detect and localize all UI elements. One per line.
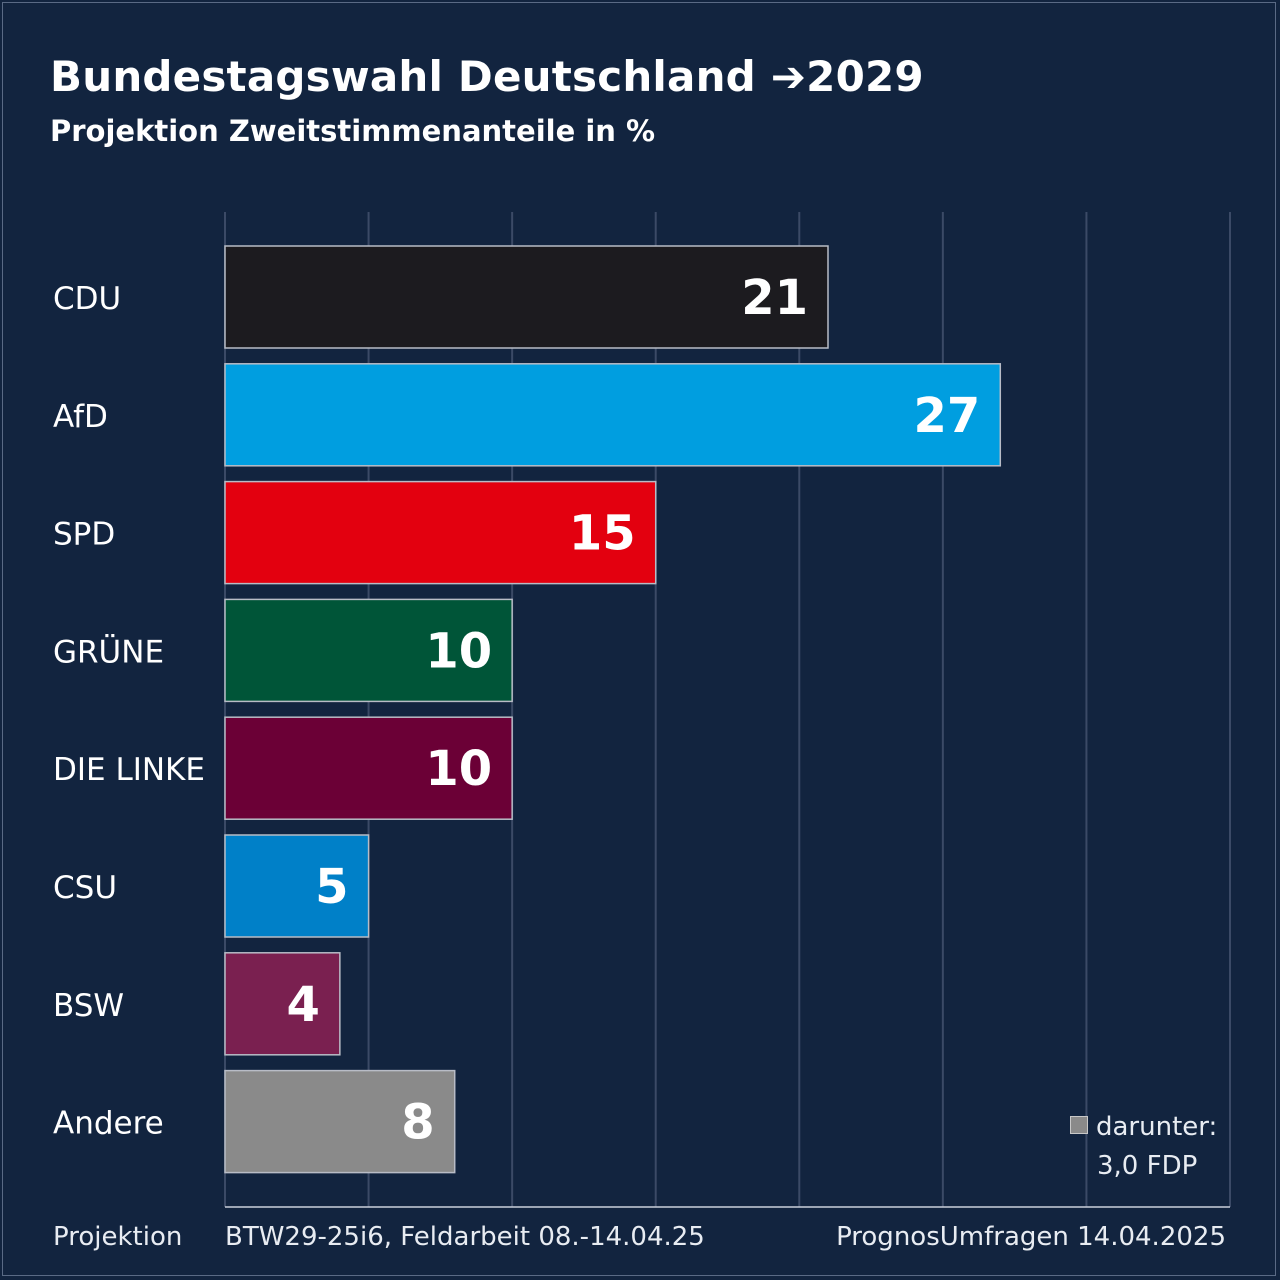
bar-value-label: 15 (569, 506, 636, 562)
category-label: BSW (53, 988, 124, 1024)
bar (224, 598, 513, 703)
category-label: CSU (53, 870, 117, 906)
bar (224, 716, 513, 820)
category-label: DIE LINKE (53, 752, 205, 788)
footer-middle: BTW29-25i6, Feldarbeit 08.-14.04.25 (225, 1222, 705, 1252)
fdp-note: darunter: 3,0 FDP (1070, 1108, 1217, 1186)
gray-swatch-icon (1070, 1116, 1088, 1134)
bar-value-label: 10 (425, 623, 492, 679)
bar-value-label: 10 (425, 741, 492, 797)
category-label: CDU (53, 281, 121, 317)
category-label: Andere (53, 1106, 164, 1142)
footer-left: Projektion (53, 1222, 183, 1252)
category-label: GRÜNE (53, 633, 164, 670)
bar-value-label: 8 (401, 1095, 434, 1151)
bar-value-label: 5 (315, 859, 348, 915)
note-line-2: 3,0 FDP (1097, 1151, 1198, 1181)
bar (224, 1069, 456, 1174)
note-line-1: darunter: (1096, 1112, 1218, 1142)
bar-value-label: 27 (913, 388, 980, 444)
chart-subtitle: Projektion Zweitstimmenanteile in % (50, 114, 656, 148)
category-label: SPD (53, 517, 115, 553)
chart-title: Bundestagswahl Deutschland ➔2029 (50, 52, 924, 101)
bar (224, 363, 1002, 467)
footer-right: PrognosUmfragen 14.04.2025 (836, 1222, 1226, 1252)
bar (224, 952, 341, 1056)
bar (224, 834, 370, 938)
bar-value-label: 4 (286, 977, 319, 1033)
bar (224, 480, 657, 585)
category-label: AfD (53, 399, 108, 435)
bar-value-label: 21 (741, 270, 808, 326)
bar (224, 245, 829, 349)
